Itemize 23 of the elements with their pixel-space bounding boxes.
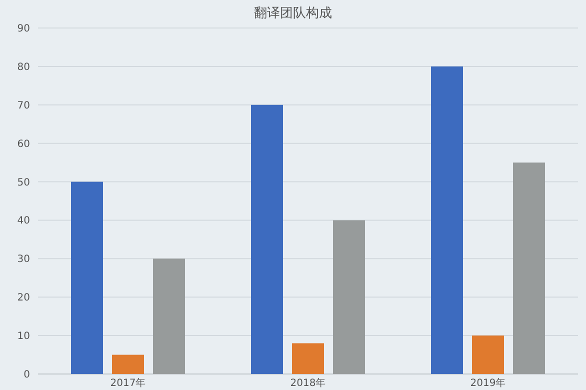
x-tick-label: 2019年	[470, 377, 506, 389]
bar	[333, 220, 365, 374]
y-tick-label: 90	[17, 24, 30, 34]
y-tick-label: 0	[24, 370, 30, 380]
chart-title: 翻译团队构成	[254, 6, 332, 21]
bar	[431, 66, 463, 374]
bar	[513, 162, 545, 374]
bar	[472, 336, 504, 374]
y-tick-label: 40	[17, 216, 30, 227]
x-tick-label: 2017年	[110, 377, 146, 389]
y-tick-label: 50	[17, 177, 30, 188]
y-tick-label: 10	[17, 331, 30, 342]
y-tick-label: 80	[17, 62, 30, 73]
y-tick-label: 70	[17, 100, 30, 112]
y-tick-label: 20	[17, 292, 30, 304]
bar	[251, 104, 283, 374]
x-tick-label: 2018年	[290, 377, 326, 389]
bar	[71, 182, 103, 374]
bar	[292, 343, 324, 374]
y-tick-label: 30	[17, 254, 30, 266]
bar	[153, 258, 185, 374]
y-tick-label: 60	[17, 138, 30, 150]
bar	[112, 354, 144, 374]
